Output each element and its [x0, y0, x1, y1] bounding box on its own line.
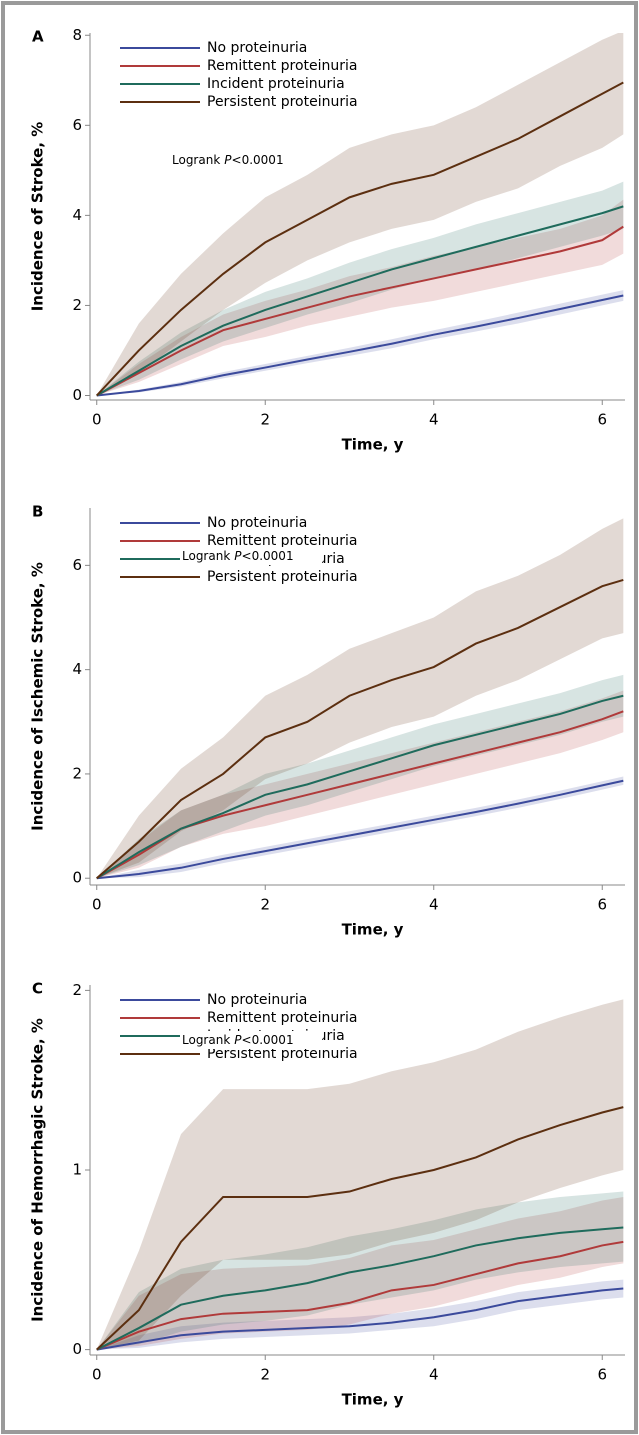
y-tick-label: 0 [72, 869, 82, 887]
legend-label: Incident proteinuria [207, 76, 345, 92]
plot-area [96, 518, 624, 880]
legend-label: Remittent proteinuria [207, 533, 358, 549]
annotation-text: Logrank [182, 549, 230, 563]
x-tick-label: 4 [429, 1366, 439, 1384]
y-tick-label: 4 [72, 660, 82, 678]
annotation-text: <0.0001 [232, 153, 284, 167]
confidence-band [96, 199, 624, 396]
legend-label: Persistent proteinuria [207, 569, 358, 585]
x-tick-label: 6 [597, 896, 607, 914]
annotation-italic: P [234, 1033, 242, 1047]
legend-label: Remittent proteinuria [207, 1010, 358, 1026]
x-axis-label: Time, y [342, 921, 404, 939]
annotation-bg [180, 547, 322, 565]
survival-line [96, 694, 624, 880]
survival-line [96, 1106, 624, 1351]
y-tick-label: 2 [72, 296, 82, 314]
y-tick-label: 0 [72, 386, 82, 404]
panel-letter: A [32, 28, 44, 46]
y-tick-label: 0 [72, 1340, 82, 1358]
confidence-band [96, 518, 624, 879]
x-tick-label: 6 [597, 411, 607, 429]
confidence-band [96, 999, 624, 1350]
x-tick-label: 6 [597, 1366, 607, 1384]
x-tick-label: 0 [92, 896, 102, 914]
survival-line [96, 81, 624, 397]
confidence-band [96, 690, 624, 879]
y-tick-label: 8 [72, 26, 82, 44]
annotation-text: Logrank [182, 1033, 230, 1047]
x-axis-label: Time, y [342, 436, 404, 454]
annotation: Logrank P<0.0001 [172, 153, 284, 167]
survival-line [96, 1287, 624, 1351]
x-tick-label: 0 [92, 1366, 102, 1384]
annotation-text: Logrank [172, 153, 220, 167]
annotation-text: <0.0001 [242, 1033, 294, 1047]
x-tick-label: 2 [260, 1366, 270, 1384]
legend-label: No proteinuria [207, 992, 307, 1008]
survival-line [96, 1226, 624, 1351]
confidence-band [96, 1196, 624, 1350]
panel-letter: B [32, 503, 43, 521]
confidence-band [96, 181, 624, 396]
y-axis-label: Incidence of Stroke, % [29, 122, 47, 312]
survival-line [96, 779, 624, 880]
annotation-italic: P [224, 153, 232, 167]
y-tick-label: 6 [72, 116, 82, 134]
y-tick-label: 1 [72, 1161, 82, 1179]
annotation: Logrank P<0.0001 [182, 1033, 294, 1047]
y-tick-label: 4 [72, 206, 82, 224]
survival-line [96, 225, 624, 397]
plot-area [96, 999, 624, 1351]
annotation-bg [180, 1031, 322, 1049]
legend-label: Remittent proteinuria [207, 58, 358, 74]
annotation-italic: P [234, 549, 242, 563]
x-tick-label: 0 [92, 411, 102, 429]
panel-letter: C [32, 980, 43, 998]
legend-label: No proteinuria [207, 515, 307, 531]
legend-label: Persistent proteinuria [207, 94, 358, 110]
survival-line [96, 205, 624, 397]
survival-line [96, 578, 624, 879]
y-axis-label: Incidence of Hemorrhagic Stroke, % [29, 1018, 47, 1322]
annotation-text: <0.0001 [242, 549, 294, 563]
plot-area [96, 33, 624, 397]
y-tick-label: 2 [72, 764, 82, 782]
y-axis-label: Incidence of Ischemic Stroke, % [29, 562, 47, 831]
x-axis-label: Time, y [342, 1391, 404, 1409]
x-tick-label: 4 [429, 896, 439, 914]
survival-line [96, 1240, 624, 1351]
x-tick-label: 2 [260, 411, 270, 429]
x-tick-label: 4 [429, 411, 439, 429]
legend-label: No proteinuria [207, 40, 307, 56]
legend-label: Persistent proteinuria [207, 1046, 358, 1062]
x-tick-label: 2 [260, 896, 270, 914]
confidence-band [96, 33, 624, 396]
annotation-bg [170, 151, 312, 169]
y-tick-label: 2 [72, 981, 82, 999]
annotation: Logrank P<0.0001 [182, 549, 294, 563]
survival-line [96, 294, 624, 397]
y-tick-label: 6 [72, 556, 82, 574]
confidence-band [96, 674, 624, 879]
